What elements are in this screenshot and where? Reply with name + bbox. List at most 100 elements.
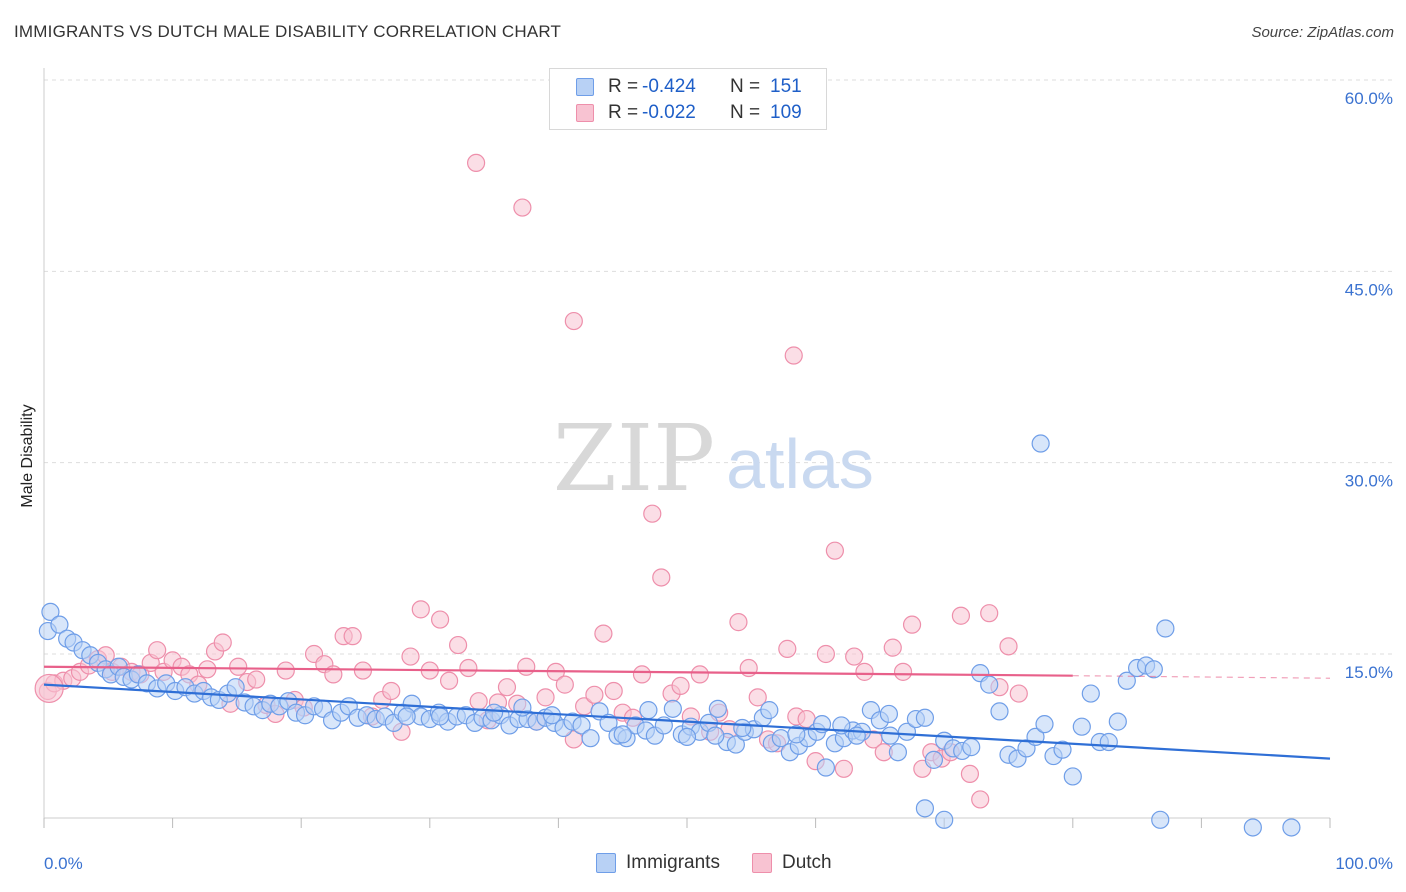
grid-lines: [44, 79, 1394, 655]
dutch-point: [816, 644, 835, 664]
legend-r-value: -0.424: [642, 76, 696, 97]
dutch-point: [585, 685, 604, 704]
immigrants-point: [924, 750, 944, 769]
immigrants-point: [915, 799, 935, 818]
watermark-atlas: atlas: [726, 425, 874, 503]
dutch-point: [784, 346, 803, 365]
immigrants-point: [1072, 717, 1091, 736]
dutch-point: [902, 615, 922, 634]
y-tick-label: 15.0%: [1345, 663, 1393, 682]
immigrants-point: [881, 726, 900, 745]
dutch-point: [448, 635, 468, 655]
dutch-point: [247, 670, 266, 689]
dutch-trend-line: [43, 665, 1073, 677]
dutch-point: [469, 692, 488, 711]
immigrants-point: [1063, 767, 1082, 786]
dutch-point: [564, 311, 583, 331]
dutch-point: [466, 153, 486, 173]
trend-lines: [43, 665, 1331, 760]
y-tick-label: 45.0%: [1345, 280, 1393, 299]
dutch-point: [604, 681, 623, 701]
dutch-point: [497, 678, 517, 697]
legend-r-label: R =: [608, 102, 639, 123]
dutch-point: [748, 688, 767, 707]
dutch-point: [834, 759, 853, 778]
immigrants-point: [962, 738, 981, 757]
immigrants-point: [1031, 434, 1050, 453]
legend-n-label: N =: [730, 102, 761, 123]
dutch-point: [960, 764, 980, 784]
legend-n-value: 151: [770, 76, 802, 97]
legend-n-label: N =: [730, 76, 761, 97]
dutch-point: [229, 657, 248, 676]
dutch-point: [652, 568, 671, 587]
immigrants-point: [1035, 715, 1054, 734]
immigrants-legend-swatch: [596, 853, 616, 873]
immigrants-point: [888, 743, 908, 762]
dutch-point: [343, 627, 362, 646]
dutch-point: [845, 647, 864, 666]
immigrants-point: [760, 701, 779, 720]
dutch-point: [213, 633, 232, 652]
dutch-point: [411, 600, 430, 619]
immigrants-point: [990, 702, 1009, 721]
dutch-point: [855, 662, 874, 681]
immigrants-point: [708, 699, 727, 718]
immigrants-point: [639, 701, 658, 720]
legend-n-value: 109: [770, 102, 802, 123]
dutch-point: [513, 198, 532, 217]
immigrants-point: [599, 713, 618, 732]
immigrants-point: [935, 810, 954, 829]
immigrants-swatch: [576, 78, 594, 96]
dutch-point: [276, 661, 295, 680]
immigrants-point: [226, 678, 245, 697]
dutch-point: [594, 624, 613, 643]
dutch-point: [430, 610, 450, 629]
immigrants-point: [613, 725, 632, 744]
y-tick-labels: 15.0% 30.0% 45.0% 60.0%: [1345, 89, 1393, 682]
immigrants-point: [1156, 619, 1175, 638]
y-tick-label: 30.0%: [1345, 472, 1393, 491]
immigrants-point: [1151, 810, 1170, 829]
x-tick-label-max: 100.0%: [1335, 854, 1393, 873]
dutch-point: [971, 790, 990, 809]
legend-row-immigrants: R = -0.424 N = 151: [576, 75, 802, 99]
dutch-point: [1009, 684, 1028, 703]
immigrants-point: [733, 718, 752, 738]
dutch-point: [459, 658, 478, 678]
immigrants-point: [847, 726, 866, 745]
legend-r-label: R =: [608, 76, 639, 97]
dutch-point: [825, 541, 844, 560]
legend-item-dutch: Dutch: [751, 852, 832, 874]
dutch-point: [671, 676, 690, 695]
immigrants-point: [816, 758, 835, 777]
dutch-point: [555, 675, 574, 694]
x-tick-labels: 0.0% 100.0%: [44, 854, 1393, 873]
dutch-point: [980, 604, 999, 623]
immigrants-point: [1243, 818, 1262, 837]
dutch-point: [729, 613, 748, 632]
immigrants-points: [38, 434, 1301, 837]
immigrants-point: [726, 735, 745, 754]
dutch-legend-label: Dutch: [781, 852, 832, 873]
dutch-point: [536, 688, 555, 707]
immigrants-point: [397, 707, 416, 726]
dutch-trend-extension: [1072, 675, 1331, 679]
immigrants-point: [50, 615, 69, 634]
chart-title: IMMIGRANTS VS DUTCH MALE DISABILITY CORR…: [14, 22, 562, 41]
series-legend: Immigrants Dutch: [596, 852, 864, 874]
dutch-swatch: [576, 104, 594, 122]
immigrants-point: [41, 602, 60, 622]
immigrants-point: [879, 704, 899, 724]
watermark-zip: ZIP: [553, 405, 715, 512]
immigrants-point: [787, 725, 806, 744]
dutch-point-large: [34, 673, 64, 704]
y-tick-label: 60.0%: [1345, 89, 1393, 108]
immigrants-point: [663, 699, 682, 718]
immigrants-point: [915, 708, 935, 727]
immigrants-point: [1144, 660, 1163, 679]
immigrants-legend-label: Immigrants: [626, 852, 720, 873]
immigrants-trend-line: [43, 683, 1331, 760]
dutch-point: [439, 671, 459, 690]
